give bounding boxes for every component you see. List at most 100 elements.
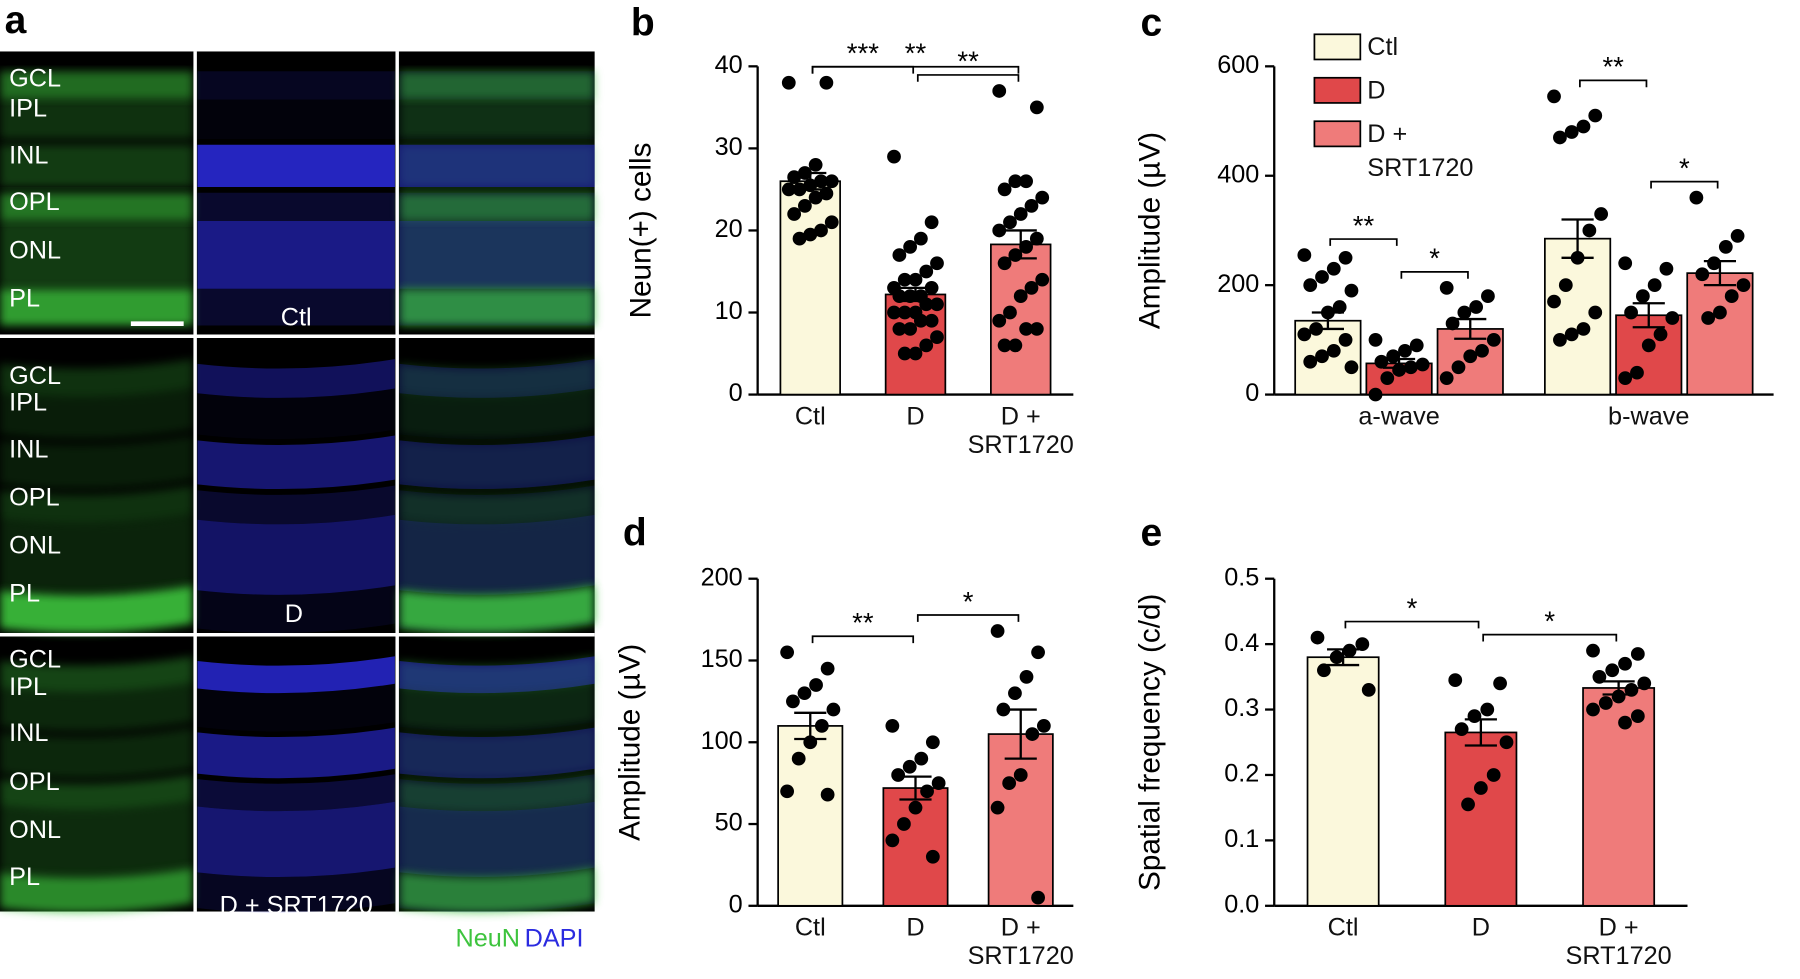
data-point	[1598, 696, 1613, 710]
data-point	[1481, 289, 1495, 303]
y-tick-label: 40	[715, 51, 743, 79]
data-point	[913, 231, 928, 246]
data-point	[787, 207, 802, 221]
data-point	[1003, 305, 1017, 320]
data-point	[1594, 207, 1609, 221]
stain-label: NeuN	[455, 925, 520, 953]
significance-bracket	[916, 74, 1020, 82]
neun-layer	[399, 801, 595, 878]
neun-layer	[0, 867, 193, 913]
data-point	[1463, 349, 1478, 364]
data-point	[1611, 689, 1626, 704]
dapi-layer	[197, 867, 395, 913]
neun-layer	[0, 288, 193, 326]
neun-layer	[0, 585, 193, 634]
neun-layer	[399, 220, 595, 289]
neun-layer	[0, 359, 193, 398]
data-point	[885, 719, 900, 733]
bar	[987, 733, 1054, 907]
legend-label: D	[1367, 75, 1386, 105]
dapi-layer	[197, 288, 395, 326]
significance-label: **	[1353, 210, 1375, 241]
data-point	[803, 178, 818, 193]
panel-letter: a	[5, 0, 27, 42]
data-point	[1297, 327, 1312, 342]
significance-bracket	[1329, 238, 1398, 246]
data-point	[1724, 289, 1739, 303]
y-tick-label: 0	[1245, 379, 1259, 407]
bar	[1686, 272, 1754, 396]
neun-layer	[0, 71, 193, 100]
data-point	[1031, 645, 1045, 660]
neun-layer	[0, 192, 193, 221]
data-point	[1303, 278, 1318, 293]
data-point	[1326, 343, 1341, 358]
data-point	[1665, 311, 1680, 325]
data-point	[1029, 322, 1044, 336]
layer-label: OPL	[9, 768, 60, 796]
data-point	[1321, 305, 1335, 320]
data-point	[798, 166, 812, 180]
data-point	[925, 849, 940, 864]
y-axis-label: Amplitude (µV)	[613, 644, 646, 841]
layer-label: PL	[9, 284, 40, 312]
data-point	[1409, 338, 1424, 353]
layer-label: PL	[9, 863, 40, 891]
data-point	[781, 182, 796, 197]
data-point	[924, 281, 939, 295]
x-tick-label: D	[1471, 912, 1490, 942]
data-point	[992, 84, 1007, 98]
y-tick-label: 600	[1217, 51, 1259, 79]
y-tick-label: 10	[715, 297, 743, 325]
dapi-layer	[197, 683, 395, 732]
layer-label: INL	[9, 719, 48, 747]
neun-layer	[0, 801, 193, 878]
neun-layer	[0, 727, 193, 779]
data-point	[1582, 223, 1597, 238]
data-point	[1309, 322, 1324, 336]
data-point	[1630, 647, 1645, 661]
significance-label: *	[1429, 243, 1440, 274]
data-point	[1647, 278, 1662, 293]
y-tick-label: 150	[701, 645, 743, 673]
data-point	[1002, 776, 1017, 791]
layer-label: IPL	[9, 673, 47, 701]
data-point	[990, 800, 1005, 815]
significance-label: **	[1602, 51, 1624, 82]
data-point	[1624, 305, 1638, 320]
data-point	[792, 231, 807, 246]
bar	[1444, 731, 1518, 907]
layer-label: OPL	[9, 483, 60, 511]
data-point	[1553, 333, 1567, 347]
data-point	[824, 215, 839, 230]
y-tick-label: 200	[1217, 270, 1259, 298]
data-point	[1475, 343, 1489, 358]
data-point	[1361, 683, 1376, 697]
data-point	[887, 149, 901, 164]
dapi-layer	[399, 774, 595, 812]
neun-layer	[399, 656, 595, 694]
dapi-layer	[399, 71, 595, 100]
y-tick-label: 0.1	[1224, 825, 1259, 853]
x-tick-label: Ctl	[794, 401, 826, 431]
data-point	[1576, 322, 1591, 336]
data-point	[990, 624, 1005, 638]
data-point	[1635, 289, 1650, 303]
layer-label: GCL	[9, 646, 61, 674]
data-point	[924, 215, 939, 230]
data-point	[919, 338, 934, 353]
data-point	[1025, 727, 1040, 741]
data-point	[819, 186, 834, 201]
data-point	[1480, 702, 1495, 717]
neun-layer	[0, 144, 193, 188]
data-point	[1618, 371, 1633, 386]
data-point	[1558, 278, 1573, 293]
x-tick-label: D	[906, 401, 925, 431]
data-point	[1469, 300, 1484, 314]
condition-label: Ctl	[281, 304, 312, 332]
data-point	[1588, 108, 1603, 123]
x-tick-label: D	[906, 912, 925, 942]
dapi-layer	[197, 585, 395, 634]
